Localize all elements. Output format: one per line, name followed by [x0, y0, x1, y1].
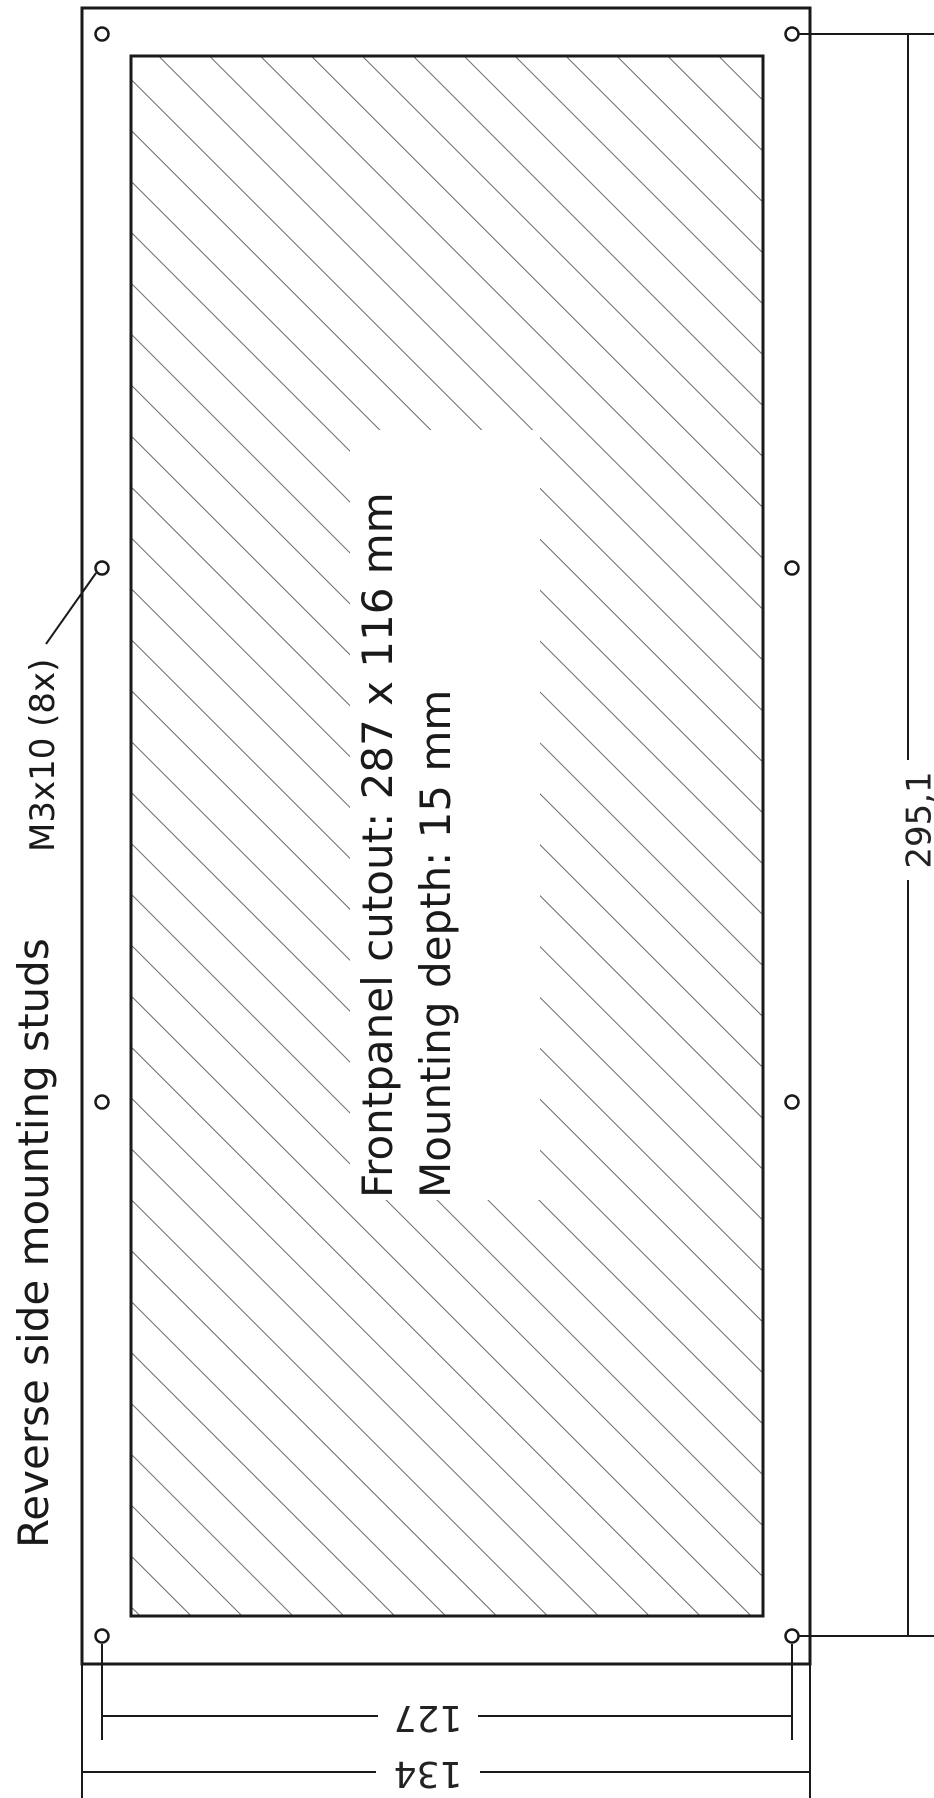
stud-hole — [94, 1628, 110, 1644]
mounting-studs — [94, 26, 800, 1644]
text-box — [350, 430, 540, 1200]
stud-leader-line — [45, 572, 97, 645]
stud-hole — [94, 560, 110, 576]
stud-hole — [94, 1094, 110, 1110]
height-dimension — [799, 33, 934, 1637]
cutout-label: Frontpanel cutout: 287 x 116 mm — [353, 492, 402, 1198]
depth-label: Mounting depth: 15 mm — [411, 690, 460, 1198]
overall-width-label: 134 — [394, 1753, 463, 1794]
studs-spec-label: M3x10 (8x) — [23, 659, 63, 852]
stud-hole — [784, 1094, 800, 1110]
stud-spacing-label: 127 — [394, 1697, 463, 1738]
panel-outline — [80, 6, 812, 1666]
stud-hole — [784, 26, 800, 42]
stud-spacing-dimension — [101, 1644, 793, 1740]
studs-label: Reverse side mounting studs — [9, 938, 58, 1548]
cutout-area — [129, 54, 765, 1618]
stud-hole — [784, 560, 800, 576]
overall-width-dimension — [81, 1664, 811, 1798]
stud-hole — [784, 1628, 800, 1644]
stud-hole — [94, 26, 110, 42]
height-dimension-label: 295,1 — [900, 771, 934, 868]
